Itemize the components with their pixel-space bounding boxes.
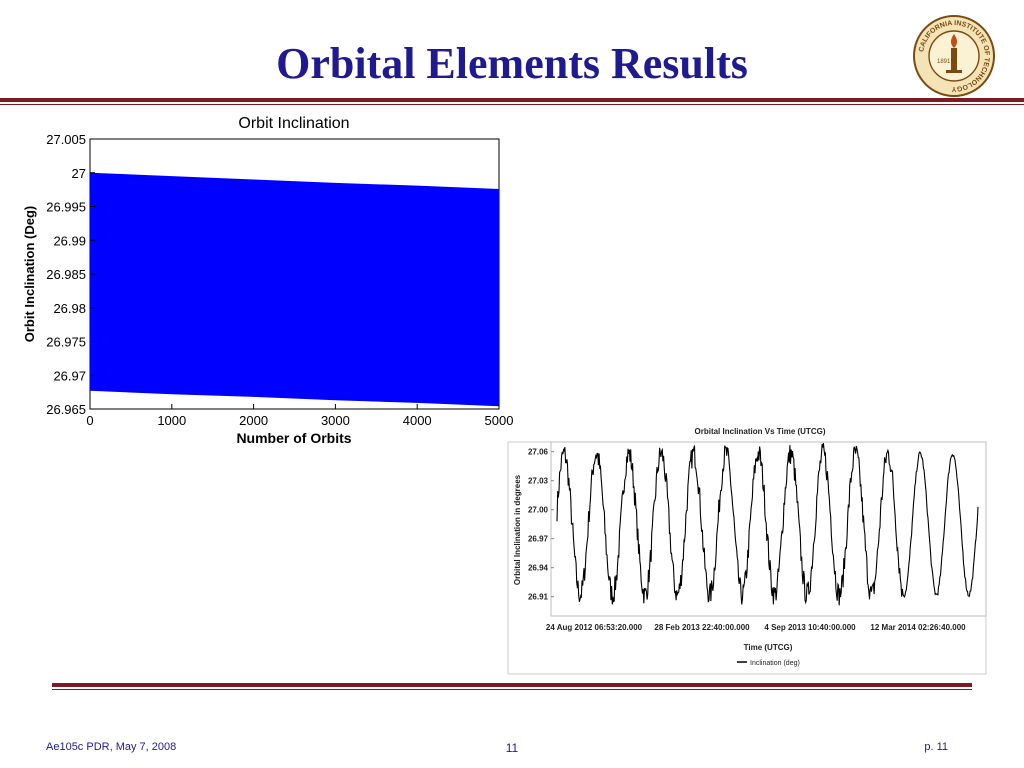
chart1-x-tick-label: 0 [86,413,93,428]
chart1-y-tick-label: 27 [72,166,86,181]
chart1-y-tick-label: 26.995 [46,200,86,215]
chart1-y-tick-label: 26.98 [53,301,86,316]
chart2-title: Orbital Inclination Vs Time (UTCG) [695,427,826,436]
chart2-xlabel: Time (UTCG) [744,643,793,652]
chart2-y-tick-label: 26.94 [528,564,549,573]
chart2-y-tick-label: 27.03 [528,477,549,486]
chart2-y-tick-label: 27.06 [528,448,549,457]
chart1-x-tick-label: 2000 [239,413,268,428]
caltech-seal-icon: CALIFORNIA INSTITUTE OF TECHNOLOGY 1891 [913,15,995,97]
chart1-x-tick-label: 1000 [157,413,186,428]
header-rule [0,98,1024,102]
chart1-ylabel: Orbit Inclination (Deg) [22,206,37,343]
chart2-plot-frame [550,441,987,617]
chart2-series-line [556,442,979,606]
footer-rule [52,683,972,687]
chart1-xlabel: Number of Orbits [236,430,351,446]
chart1-y-tick-label: 27.005 [46,132,86,147]
seal-year: 1891 [937,59,951,65]
chart2-x-tick-label: 4 Sep 2013 10:40:00.000 [764,623,856,632]
chart1-x-tick-label: 3000 [321,413,350,428]
chart1-x-tick-label: 4000 [403,413,432,428]
chart1-title: Orbit Inclination [238,115,349,132]
chart2-x-tick-label: 28 Feb 2013 22:40:00.000 [654,623,750,632]
footer-course-date: Ae105c PDR, May 7, 2008 [46,741,177,753]
chart2-y-tick-label: 26.97 [528,535,549,544]
chart1-inclination-band [90,172,499,407]
footer-page-number: p. 11 [924,741,948,753]
chart1-y-tick-label: 26.975 [46,335,86,350]
footer-slide-number: 11 [505,741,519,755]
chart2-y-tick-label: 27.00 [528,506,549,515]
chart2-x-tick-label: 12 Mar 2014 02:26:40.000 [870,623,966,632]
chart1-y-tick-label: 26.985 [46,267,86,282]
slide-title: Orbital Elements Results [276,39,748,88]
chart1-x-tick-label: 5000 [485,413,514,428]
chart1-y-tick-label: 26.97 [53,368,86,383]
chart2-legend-label: Inclination (deg) [750,660,800,667]
chart2-y-tick-label: 26.91 [528,593,549,602]
chart2-x-tick-label: 24 Aug 2012 06:53:20.000 [546,623,643,632]
inclination-vs-time-chart: Orbital Inclination Vs Time (UTCG) 27.06… [507,427,987,675]
chart2-ylabel: Orbital Inclination in degrees [513,474,522,585]
chart1-y-tick-label: 26.965 [46,402,86,417]
footer-rule-thin [52,689,972,690]
orbit-inclination-chart: Orbit Inclination 0 1000 2000 3000 4000 5000 2… [22,115,514,446]
chart1-y-tick-label: 26.99 [53,233,86,248]
header-rule-thin [0,104,1024,105]
